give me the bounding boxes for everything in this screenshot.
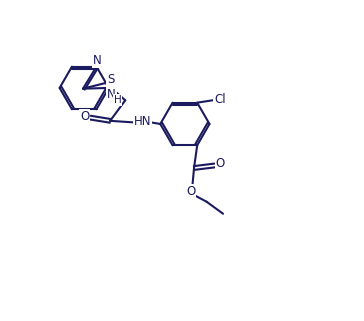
Text: Cl: Cl <box>214 93 226 106</box>
Text: HN: HN <box>134 115 151 128</box>
Text: O: O <box>215 157 225 170</box>
Text: H: H <box>114 95 122 105</box>
Text: O: O <box>186 185 195 197</box>
Text: N: N <box>93 55 102 67</box>
Text: N: N <box>107 88 116 101</box>
Text: S: S <box>107 73 115 86</box>
Text: O: O <box>80 109 90 123</box>
